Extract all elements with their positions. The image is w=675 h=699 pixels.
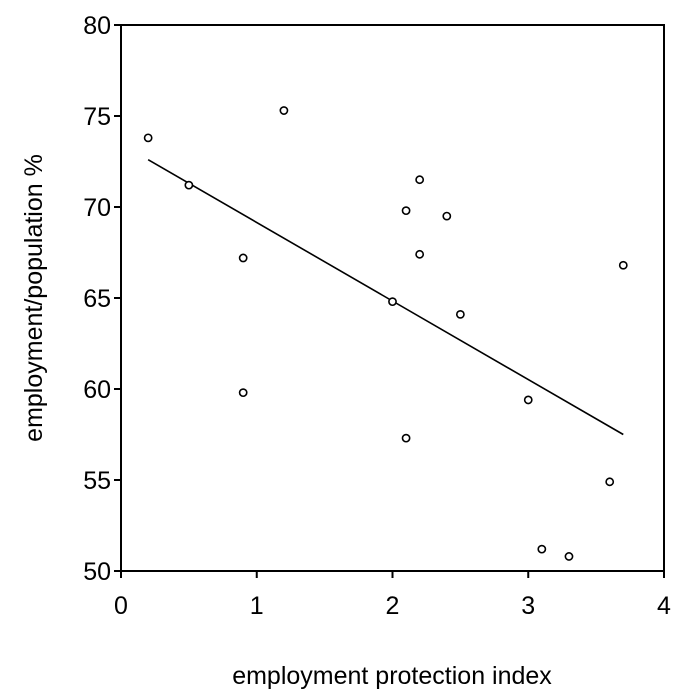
y-tick-label: 80 bbox=[83, 12, 111, 40]
data-point bbox=[388, 297, 397, 307]
data-point bbox=[143, 133, 153, 143]
x-axis-label: employment protection index bbox=[232, 662, 552, 690]
data-point bbox=[455, 309, 465, 319]
y-tick-label: 55 bbox=[83, 467, 111, 495]
trend-line bbox=[147, 158, 624, 436]
data-point bbox=[415, 249, 425, 259]
data-point bbox=[415, 175, 425, 185]
data-point bbox=[618, 260, 628, 270]
y-tick-label: 50 bbox=[83, 558, 111, 586]
x-tick-label: 2 bbox=[386, 592, 400, 620]
x-tick-label: 4 bbox=[657, 592, 671, 620]
data-point bbox=[442, 211, 452, 221]
data-point bbox=[401, 433, 411, 443]
data-points bbox=[143, 106, 628, 561]
y-axis-label: employment/population % bbox=[20, 154, 48, 442]
data-point bbox=[184, 180, 194, 190]
data-point bbox=[238, 253, 248, 263]
y-axis: 50 55 60 65 70 75 80 bbox=[83, 12, 121, 586]
data-point bbox=[279, 106, 289, 115]
data-point bbox=[605, 477, 615, 487]
x-tick-label: 1 bbox=[250, 592, 264, 620]
data-point bbox=[537, 544, 547, 554]
y-tick-label: 65 bbox=[83, 285, 111, 313]
x-tick-label: 3 bbox=[521, 592, 535, 620]
data-point bbox=[401, 206, 411, 216]
y-tick-label: 60 bbox=[83, 376, 111, 404]
y-tick-label: 70 bbox=[83, 194, 111, 222]
data-point bbox=[238, 388, 248, 398]
y-tick-label: 75 bbox=[83, 103, 111, 131]
x-axis: 0 1 2 3 4 bbox=[114, 571, 671, 620]
data-point bbox=[523, 395, 533, 405]
x-tick-label: 0 bbox=[114, 592, 128, 620]
data-point bbox=[564, 552, 574, 561]
